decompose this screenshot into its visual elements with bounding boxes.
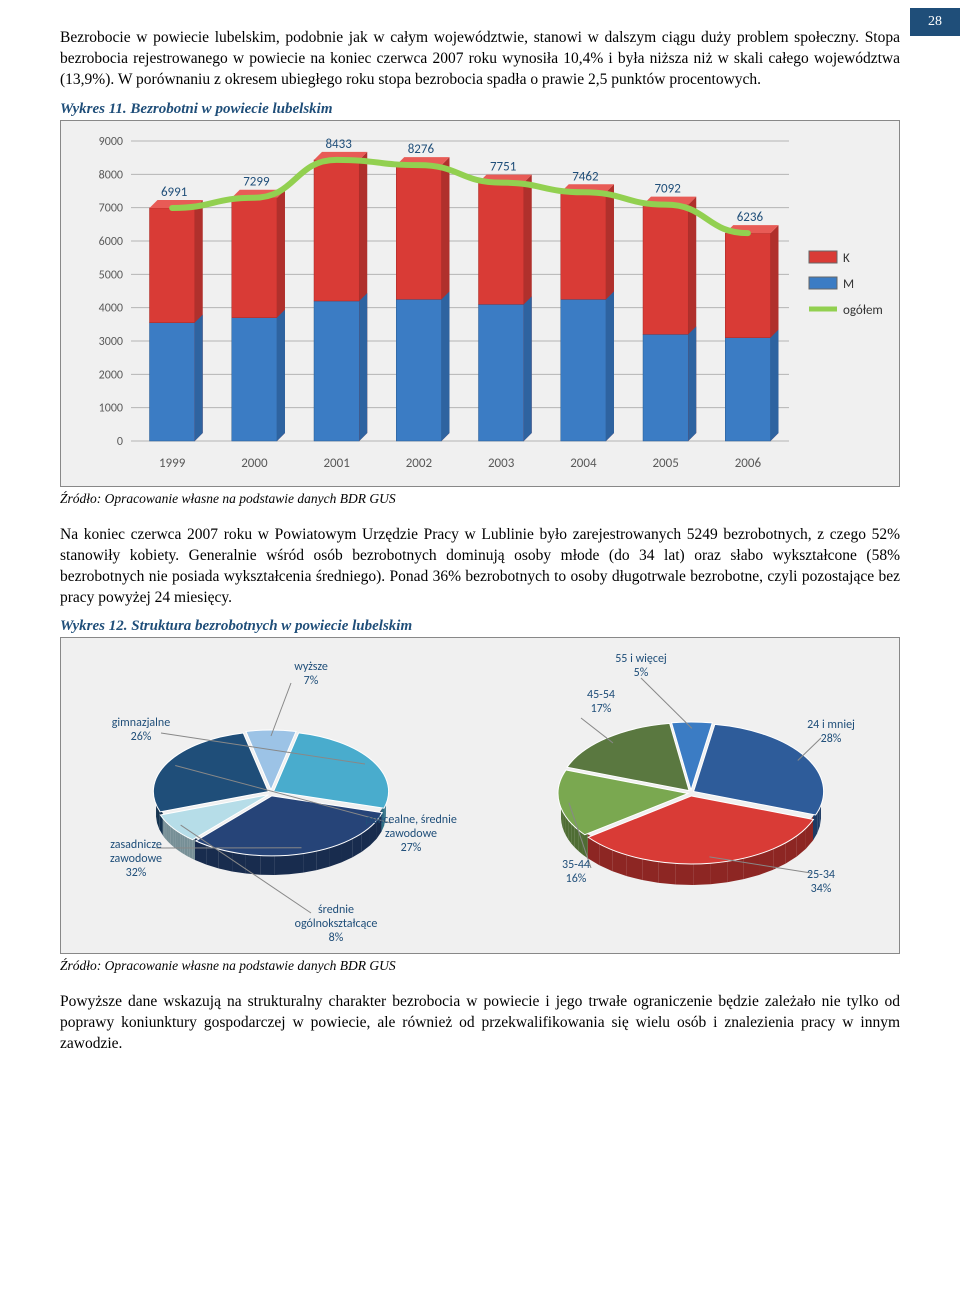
svg-text:średnie: średnie: [318, 903, 354, 917]
svg-text:3000: 3000: [99, 335, 123, 349]
svg-text:28%: 28%: [821, 732, 842, 746]
svg-text:25-34: 25-34: [807, 868, 835, 882]
svg-text:27%: 27%: [401, 841, 422, 855]
svg-text:35-44: 35-44: [562, 858, 590, 872]
chart1-caption: Wykres 11. Bezrobotni w powiecie lubelsk…: [60, 101, 900, 118]
svg-text:5000: 5000: [99, 268, 123, 282]
svg-text:16%: 16%: [566, 872, 587, 886]
svg-text:2005: 2005: [652, 456, 678, 471]
page-number: 28: [910, 8, 960, 36]
svg-text:2002: 2002: [406, 456, 433, 471]
svg-text:7462: 7462: [572, 169, 599, 184]
svg-text:2006: 2006: [735, 456, 762, 471]
svg-text:7092: 7092: [654, 181, 681, 196]
chart2-source: Źródło: Opracowanie własne na podstawie …: [60, 958, 900, 974]
svg-text:7%: 7%: [304, 674, 319, 688]
paragraph-1: Bezrobocie w powiecie lubelskim, podobni…: [60, 28, 900, 91]
svg-text:2004: 2004: [570, 456, 597, 471]
svg-text:7299: 7299: [243, 174, 270, 189]
svg-text:8%: 8%: [329, 931, 344, 945]
svg-text:8433: 8433: [325, 137, 352, 152]
svg-text:0: 0: [117, 435, 123, 449]
paragraph-3: Powyższe dane wskazują na strukturalny c…: [60, 992, 900, 1055]
svg-text:zawodowe: zawodowe: [110, 852, 162, 866]
svg-text:24 i mniej: 24 i mniej: [807, 718, 855, 732]
svg-text:zawodowe: zawodowe: [385, 827, 437, 841]
chart2-caption: Wykres 12. Struktura bezrobotnych w powi…: [60, 618, 900, 635]
svg-text:7751: 7751: [490, 159, 516, 174]
svg-text:zasadnicze: zasadnicze: [110, 838, 162, 852]
svg-text:M: M: [843, 277, 854, 292]
svg-text:6991: 6991: [161, 185, 187, 200]
svg-text:5%: 5%: [634, 666, 649, 680]
svg-text:1999: 1999: [159, 456, 186, 471]
svg-text:8000: 8000: [99, 168, 123, 182]
svg-text:34%: 34%: [811, 882, 832, 896]
chart2-svg: wyższe7%gimnazjalne26%zasadniczezawodowe…: [61, 638, 899, 948]
svg-text:32%: 32%: [126, 866, 147, 880]
chart1-svg: 0 1000 2000 3000 4000 5000 6000 7000 8000 9000 699…: [61, 121, 899, 481]
chart2-container: wyższe7%gimnazjalne26%zasadniczezawodowe…: [60, 637, 900, 954]
svg-text:2000: 2000: [99, 368, 123, 382]
svg-text:6236: 6236: [737, 210, 764, 225]
svg-text:45-54: 45-54: [587, 688, 615, 702]
svg-text:K: K: [843, 251, 850, 266]
chart1-container: 0 1000 2000 3000 4000 5000 6000 7000 8000 9000 699…: [60, 120, 900, 487]
svg-text:2000: 2000: [241, 456, 268, 471]
page: 28 Bezrobocie w powiecie lubelskim, podo…: [0, 0, 960, 1093]
svg-text:4000: 4000: [99, 301, 123, 315]
svg-text:ogółem: ogółem: [843, 303, 883, 318]
svg-text:55 i więcej: 55 i więcej: [615, 652, 667, 666]
paragraph-2: Na koniec czerwca 2007 roku w Powiatowym…: [60, 525, 900, 609]
svg-text:2003: 2003: [488, 456, 515, 471]
svg-text:17%: 17%: [591, 702, 612, 716]
svg-text:wyższe: wyższe: [294, 660, 328, 674]
svg-text:1000: 1000: [99, 401, 123, 415]
svg-text:gimnazjalne: gimnazjalne: [112, 716, 170, 730]
svg-text:2001: 2001: [323, 456, 349, 471]
svg-text:9000: 9000: [99, 135, 123, 149]
svg-text:ogólnokształcące: ogólnokształcące: [295, 917, 378, 931]
svg-text:8276: 8276: [408, 142, 435, 157]
svg-text:26%: 26%: [131, 730, 152, 744]
svg-text:7000: 7000: [99, 201, 123, 215]
svg-text:6000: 6000: [99, 235, 123, 249]
chart1-source: Źródło: Opracowanie własne na podstawie …: [60, 491, 900, 507]
svg-text:policealne, średnie: policealne, średnie: [365, 813, 457, 827]
